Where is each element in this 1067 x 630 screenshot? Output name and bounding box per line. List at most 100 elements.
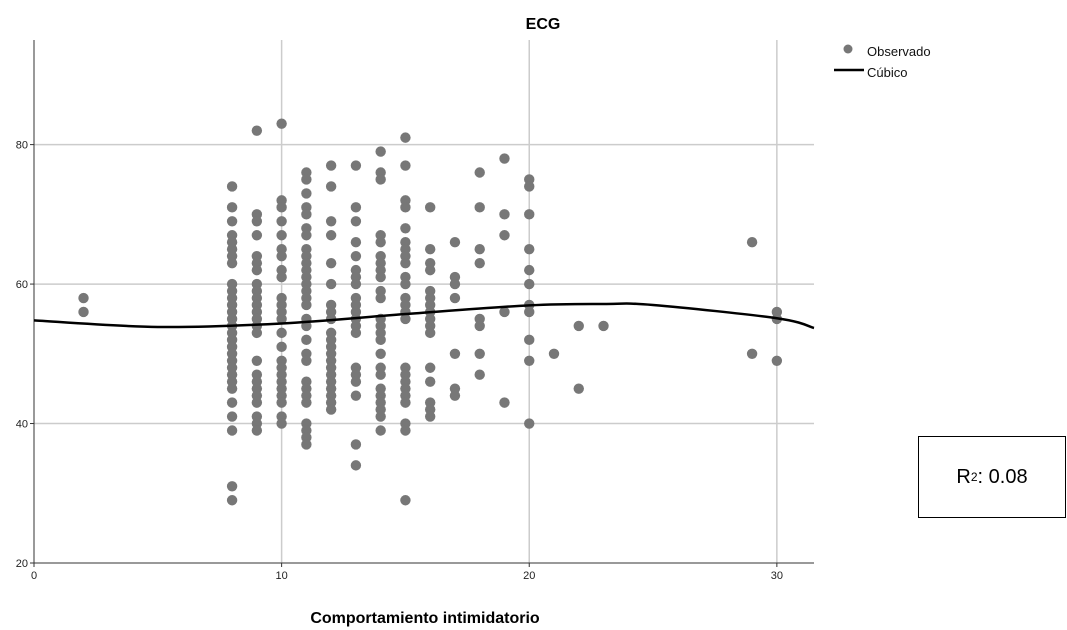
data-point <box>301 174 312 185</box>
data-point <box>449 390 461 401</box>
data-point <box>400 132 411 143</box>
data-point <box>424 202 436 213</box>
data-point <box>251 425 263 436</box>
data-point <box>424 264 436 276</box>
data-point <box>350 202 362 213</box>
data-point <box>226 202 238 213</box>
data-point <box>400 257 411 269</box>
data-point <box>474 167 485 178</box>
data-point <box>424 362 436 373</box>
data-point <box>226 216 238 227</box>
data-point <box>325 278 337 290</box>
data-point <box>251 397 263 408</box>
data-point <box>301 188 312 199</box>
y-tick-label: 40 <box>16 419 28 431</box>
data-point <box>325 160 337 171</box>
data-point <box>276 397 287 408</box>
data-point <box>746 237 758 248</box>
data-point <box>226 411 238 422</box>
data-point <box>251 230 263 241</box>
tick-labels: 0 10 20 30 20 40 60 80 <box>16 140 783 582</box>
data-point <box>276 327 287 339</box>
data-point <box>400 160 411 171</box>
data-point <box>474 369 485 380</box>
data-point <box>499 306 510 318</box>
data-point <box>524 181 535 192</box>
data-point <box>449 348 461 359</box>
legend-cubic-label: Cúbico <box>867 65 907 80</box>
data-point <box>524 306 535 318</box>
data-point <box>400 495 411 506</box>
data-point <box>276 118 287 129</box>
r-squared-label: R <box>956 465 971 488</box>
cubic-fit-curve <box>33 302 815 330</box>
r-squared-superscript: 2 <box>970 470 978 484</box>
data-point <box>276 313 287 325</box>
data-point <box>251 264 263 276</box>
x-axis-label: Comportamiento intimidatorio <box>310 610 540 627</box>
data-point <box>424 327 436 339</box>
data-point <box>301 397 312 408</box>
data-point <box>276 418 287 429</box>
data-point <box>375 174 386 185</box>
legend-observed-label: Observado <box>867 44 931 59</box>
data-point <box>524 264 535 276</box>
data-point <box>276 202 287 213</box>
data-point <box>276 271 287 283</box>
x-tick-label: 30 <box>771 570 783 582</box>
axes <box>33 40 814 564</box>
data-point <box>350 327 362 339</box>
data-point <box>375 146 386 157</box>
data-point <box>301 355 312 366</box>
data-point <box>276 341 287 353</box>
data-point <box>276 216 287 227</box>
data-point <box>375 348 386 359</box>
x-tick-label: 20 <box>523 570 535 582</box>
data-point <box>524 334 535 346</box>
data-point <box>548 348 560 359</box>
data-point <box>375 369 386 380</box>
data-point <box>226 181 238 192</box>
data-point <box>400 223 411 234</box>
data-point <box>350 390 362 401</box>
grid-lines <box>34 40 814 563</box>
data-point <box>350 160 362 171</box>
data-point <box>301 209 312 220</box>
data-point <box>524 209 535 220</box>
data-point <box>524 278 535 290</box>
data-point <box>226 495 238 506</box>
data-point <box>226 425 238 436</box>
legend: Observado Cúbico <box>834 44 931 80</box>
y-tick-label: 80 <box>16 140 28 152</box>
data-point <box>350 237 362 248</box>
data-point <box>400 425 411 436</box>
data-point <box>424 244 436 255</box>
data-point <box>499 230 510 241</box>
data-point <box>449 292 461 304</box>
data-point <box>325 404 337 415</box>
data-point <box>251 327 263 339</box>
data-point <box>598 320 609 332</box>
data-point <box>325 230 337 241</box>
data-point <box>226 397 238 408</box>
data-point <box>375 425 386 436</box>
data-point <box>350 376 362 387</box>
data-point <box>524 244 535 255</box>
data-point <box>400 397 411 408</box>
data-point <box>474 257 485 269</box>
data-point <box>449 237 461 248</box>
chart-title: ECG <box>526 16 561 33</box>
data-point <box>226 481 238 492</box>
x-tick-label: 10 <box>275 570 287 582</box>
data-point <box>474 244 485 255</box>
data-point <box>301 334 312 346</box>
data-point <box>301 299 312 311</box>
data-point <box>771 355 783 366</box>
data-point <box>524 418 535 429</box>
data-point <box>499 153 510 164</box>
data-point <box>325 181 337 192</box>
data-point <box>375 334 386 346</box>
data-point <box>350 460 362 471</box>
data-point <box>276 230 287 241</box>
